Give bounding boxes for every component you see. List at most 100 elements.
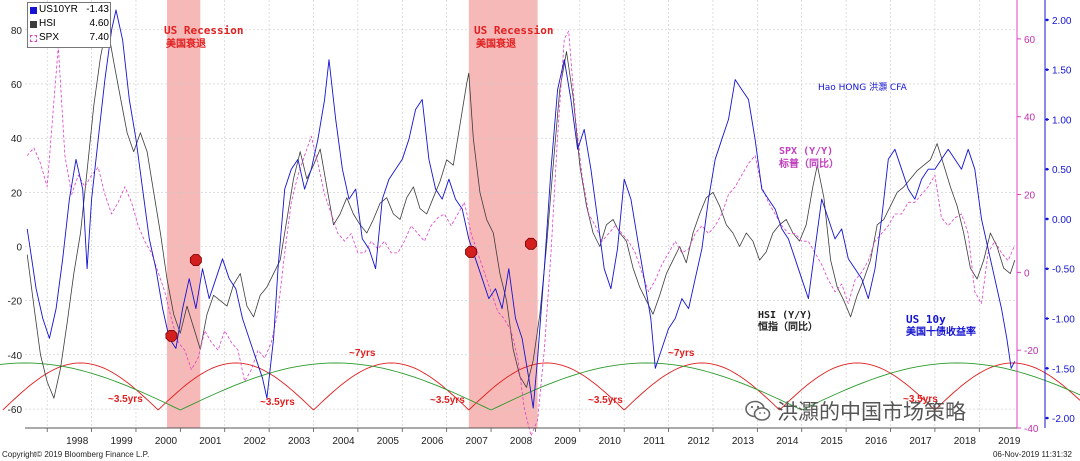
wechat-icon: [745, 400, 771, 421]
y-tick-label-us10y: 1.00: [1052, 115, 1072, 126]
x-tick-label: 2016: [865, 436, 888, 447]
x-tick-label: 2004: [332, 436, 355, 447]
us10y-label: US 10y: [906, 313, 946, 326]
recession-bands: [167, 0, 538, 428]
us10y-tick-dot: [1045, 118, 1049, 121]
us10y-tick-dot: [1045, 267, 1049, 271]
spx-label: SPX (Y/Y): [779, 146, 833, 157]
y-tick-label-us10y: -2.00: [1052, 414, 1075, 425]
legend-item-us10yr: US10YR -1.43: [28, 3, 110, 17]
series-line-spx: [26, 30, 1016, 437]
recession-markers: [165, 237, 537, 342]
y-tick-label-left: -40: [8, 351, 23, 362]
copyright: Copyright© 2019 Bloomberg Finance L.P.: [2, 450, 150, 459]
cycle-label: ~3.5yrs: [588, 395, 623, 406]
cycle-label: ~3.5yrs: [430, 395, 465, 406]
hsi-label-cn: 恒指（同比）: [758, 320, 818, 333]
x-tick-label: 2003: [288, 436, 311, 447]
cycle-arc-7yr: [180, 362, 492, 411]
y-tick-label-us10y: 1.50: [1052, 66, 1072, 77]
y-tick-label-spx: -40: [1024, 424, 1039, 435]
x-tick-label: 2010: [599, 436, 622, 447]
spx-label-cn: 标普（同比）: [778, 157, 839, 170]
cycle-label: ~7yrs: [349, 348, 376, 359]
recession-band: [468, 0, 538, 428]
recession-band: [167, 0, 201, 428]
cycle-label: ~7yrs: [668, 348, 695, 359]
us10y-tick-dot: [1045, 18, 1049, 22]
cycle-arc-7yr: [490, 362, 802, 411]
gridlines: [25, 0, 1017, 428]
y-tick-label-spx: 40: [1024, 113, 1036, 124]
us10y-tick-dot: [1045, 68, 1049, 71]
x-tick-label: 2017: [909, 436, 932, 447]
recession-marker: [189, 254, 202, 267]
series-line-hsi: [26, 23, 1016, 399]
cycle-label: ~3.5yrs: [903, 394, 938, 405]
cycle-arc-3.5yr: [623, 362, 780, 411]
cycle-arc-3.5yr: [779, 362, 936, 411]
legend-swatch-hsi: [30, 20, 37, 28]
us10y-tick-dot: [1045, 317, 1049, 320]
legend-swatch-spx: [30, 34, 37, 42]
legend-value: 7.40: [89, 32, 109, 43]
y-tick-label-left: 40: [11, 134, 23, 145]
hsi-label: HSI (Y/Y): [758, 310, 812, 321]
y-tick-label-left: 80: [11, 26, 23, 37]
y-tick-label-us10y: 2.00: [1052, 16, 1072, 27]
cycle-arc-7yr: [801, 362, 1080, 411]
x-tick-label: 2012: [687, 436, 710, 447]
x-tick-label: 2019: [998, 436, 1021, 447]
x-tick-label: 2002: [244, 436, 267, 447]
x-tick-label: 2011: [643, 436, 665, 447]
x-tick-label: 2001: [199, 436, 222, 447]
x-tick-label: 2005: [377, 436, 400, 447]
cycle-arc-3.5yr: [157, 362, 314, 411]
y-tick-label-us10y: -1.00: [1052, 315, 1075, 326]
x-tick-label: 2015: [821, 436, 844, 447]
cycle-label: ~3.5yrs: [108, 394, 143, 405]
x-tick-label: 2009: [554, 436, 577, 447]
recession-label-2001: US Recession: [164, 24, 243, 37]
x-tick-label: 1998: [66, 436, 89, 447]
x-tick-label: 1999: [110, 436, 133, 447]
legend-name: US10YR: [39, 4, 78, 15]
y-tick-label-spx: 60: [1024, 35, 1036, 46]
legend-name: SPX: [39, 32, 60, 43]
cycle-label: ~3.5yrs: [260, 397, 295, 408]
legend-value: 4.60: [89, 18, 109, 29]
recession-label-2008-cn: 美国衰退: [476, 37, 516, 50]
cycle-arc-3.5yr: [313, 362, 470, 411]
legend-item-spx: SPX 7.40: [28, 31, 110, 45]
cycle-arc-3.5yr: [934, 362, 1080, 411]
y-tick-label-left: 0: [16, 243, 22, 254]
legend: US10YR -1.43 HSI 4.60 SPX 7.40: [27, 2, 111, 48]
legend-item-hsi: HSI 4.60: [28, 17, 110, 31]
legend-swatch-us10yr: [30, 6, 37, 14]
x-tick-label: 2014: [776, 436, 799, 447]
recession-marker: [465, 245, 478, 258]
x-tick-label: 2013: [732, 436, 755, 447]
watermark-text: 洪灝的中国市场策略: [777, 400, 966, 424]
x-tick-label: 2006: [421, 436, 444, 447]
y-tick-label-us10y: 0.50: [1052, 165, 1072, 176]
us10y-tick-dot: [1045, 217, 1049, 221]
us10y-tick-dot: [1045, 167, 1049, 171]
y-tick-label-us10y: -0.50: [1052, 265, 1075, 276]
legend-value: -1.43: [86, 4, 109, 15]
cycle-arc-7yr: [0, 362, 181, 411]
y-tick-label-left: -20: [8, 297, 23, 308]
cycle-arc-3.5yr: [2, 362, 159, 411]
recession-label-2008: US Recession: [474, 24, 553, 37]
x-tick-label: 2007: [466, 436, 489, 447]
y-tick-label-left: 60: [11, 80, 23, 91]
series-line-us10yr: [26, 9, 1016, 409]
y-tick-label-us10y: 0.00: [1052, 215, 1072, 226]
y-tick-label-left: -60: [8, 405, 23, 416]
watermark: 洪灝的中国市场策略: [745, 396, 966, 426]
us10y-label-cn: 美国十债收益率: [906, 325, 976, 338]
cycle-arc-3.5yr: [468, 362, 625, 411]
us10y-tick-dot: [1045, 416, 1049, 420]
axes: 80 60 40 20 0 -20 -40 -60 60 40 20 0 -20 -40 2.00 1.50 1…: [8, 0, 1075, 447]
